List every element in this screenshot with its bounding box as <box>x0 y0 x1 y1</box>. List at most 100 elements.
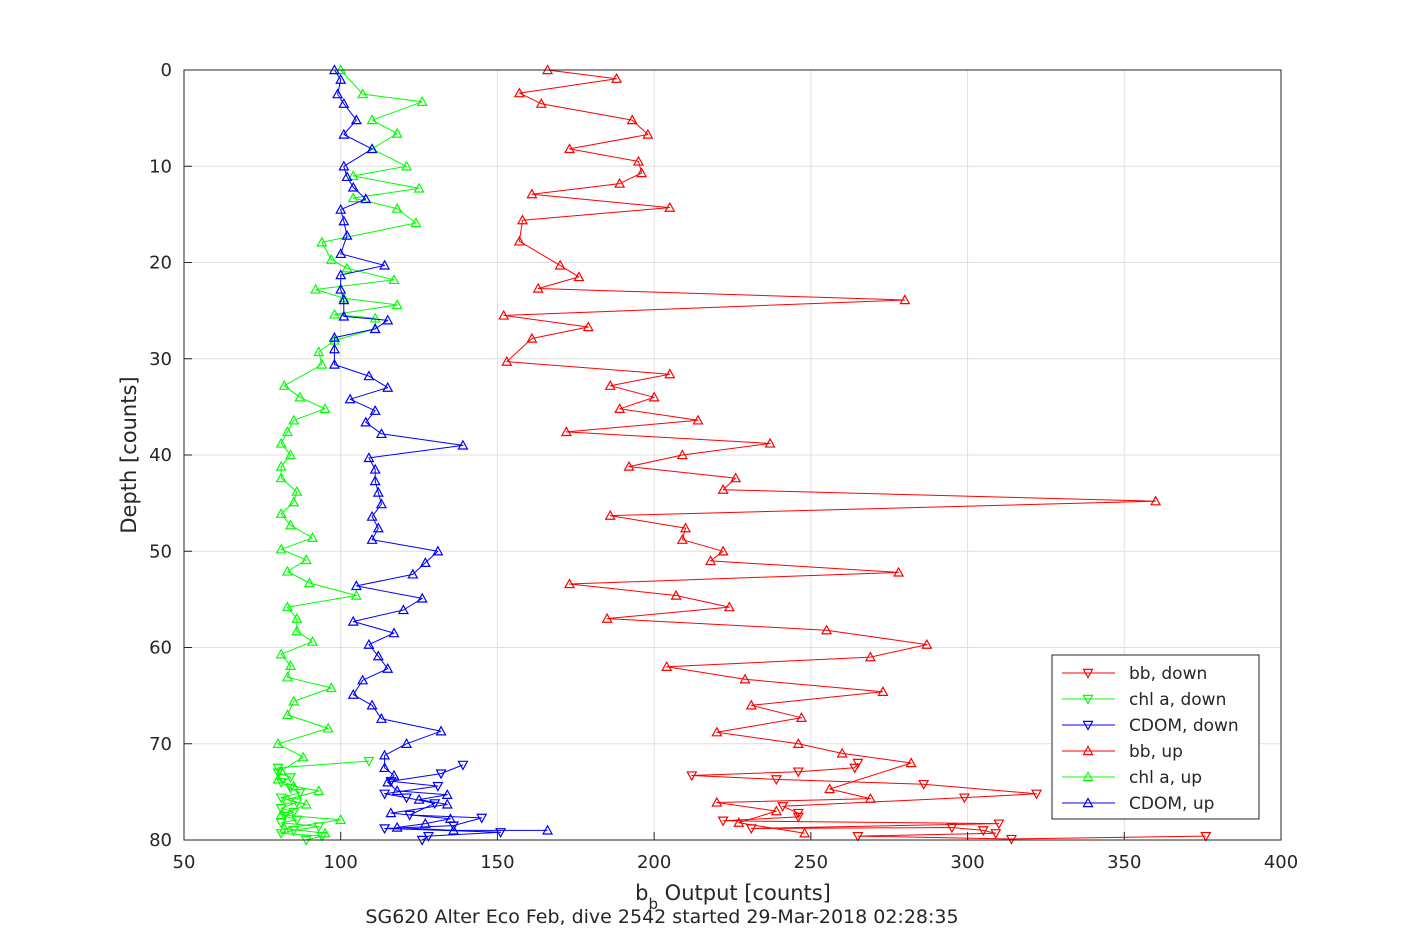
data-point-bb-up <box>636 167 648 178</box>
data-point-chl-a-up <box>401 160 413 171</box>
data-point-bb-up <box>626 114 638 125</box>
series-line-cdom-up <box>333 69 548 831</box>
data-point-chl-a-up <box>316 236 328 247</box>
y-tick-label: 70 <box>149 734 172 755</box>
x-tick-label: 150 <box>480 852 514 873</box>
data-point-bb-up <box>705 555 717 566</box>
data-point-chl-a-up <box>291 485 303 496</box>
data-point-cdom-up <box>382 381 394 392</box>
data-point-chl-a-up <box>306 532 319 542</box>
data-point-chl-a-up <box>319 827 331 838</box>
data-point-cdom-up <box>328 343 340 354</box>
data-point-bb-up <box>676 533 688 544</box>
data-point-bb-up <box>604 379 616 390</box>
tick-labels: 50 100 150 200 250 300 350 400 0 10 20 30 40 50 60 70 80 <box>149 60 1298 873</box>
data-point-cdom-up <box>363 370 375 381</box>
legend-label: bb, up <box>1129 742 1183 762</box>
data-point-cdom-up <box>372 486 384 497</box>
data-point-cdom-down <box>435 769 447 780</box>
data-point-chl-a-up <box>369 312 381 323</box>
data-point-bb-up <box>921 638 933 649</box>
data-point-chl-a-up <box>347 170 359 181</box>
data-point-cdom-down <box>476 813 488 824</box>
data-point-chl-a-up <box>291 612 303 623</box>
data-point-chl-a-up <box>275 764 287 775</box>
data-point-cdom-up <box>338 128 350 139</box>
data-point-cdom-up <box>372 522 384 533</box>
data-point-cdom-up <box>379 762 391 773</box>
legend-item-cdom-up: CDOM, up <box>1062 794 1214 814</box>
data-point-bb-up <box>604 509 616 520</box>
data-point-chl-a-up <box>325 253 337 264</box>
data-point-cdom-down <box>401 793 413 804</box>
data-point-bb-up <box>513 235 525 246</box>
data-point-chl-a-up <box>272 738 284 748</box>
data-point-cdom-up <box>347 688 359 699</box>
series-bb-down <box>686 758 1212 845</box>
data-point-bb-up <box>711 796 723 807</box>
data-point-chl-a-up <box>275 809 287 820</box>
data-point-bb-up <box>614 177 626 188</box>
data-point-bb-up <box>648 391 660 402</box>
data-point-cdom-up <box>407 568 419 579</box>
data-point-cdom-up <box>444 813 456 824</box>
data-point-cdom-up <box>369 404 381 415</box>
data-point-bb-up <box>573 271 585 282</box>
data-point-cdom-up <box>432 545 444 556</box>
x-tick-label: 400 <box>1264 852 1298 873</box>
y-tick-label: 0 <box>161 60 172 81</box>
data-point-bb-up <box>661 661 673 671</box>
data-point-chl-a-up <box>416 96 428 106</box>
data-point-cdom-down <box>495 828 507 839</box>
data-point-chl-a-up <box>306 635 319 646</box>
series-cdom-up <box>328 64 554 835</box>
data-point-chl-a-up <box>281 709 293 720</box>
data-point-cdom-up <box>335 269 347 280</box>
data-point-chl-a-up <box>328 308 340 319</box>
data-point-cdom-up <box>363 638 375 649</box>
data-point-chl-a-up <box>278 822 290 833</box>
data-point-chl-a-up <box>285 449 297 460</box>
data-point-cdom-up <box>338 97 350 108</box>
data-point-chl-a-up <box>347 192 359 203</box>
legend-label: CDOM, down <box>1129 716 1239 736</box>
data-point-bb-down <box>977 826 989 837</box>
data-point-bb-down <box>1005 834 1017 845</box>
legend-item-cdom-down: CDOM, down <box>1062 716 1239 736</box>
data-point-bb-down <box>849 763 861 774</box>
x-tick-label: 300 <box>950 852 984 873</box>
data-point-bb-up <box>799 827 811 838</box>
legend-label: chl a, down <box>1129 690 1226 710</box>
legend-swatch-marker <box>1082 771 1094 782</box>
series-chl-a-up <box>272 64 428 838</box>
data-point-chl-a-up <box>291 625 303 636</box>
y-tick-label: 80 <box>149 830 172 851</box>
data-point-cdom-up <box>382 314 394 325</box>
data-point-bb-up <box>770 805 782 816</box>
data-point-cdom-up <box>344 393 356 404</box>
data-point-cdom-up <box>419 817 431 828</box>
data-point-chl-a-up <box>275 543 287 554</box>
data-point-cdom-up <box>369 475 381 486</box>
data-point-bb-down <box>777 802 789 813</box>
data-point-cdom-up <box>441 798 453 809</box>
data-point-chl-a-up <box>413 182 425 193</box>
data-point-chl-a-up <box>335 814 347 824</box>
x-tick-label: 250 <box>794 852 828 873</box>
data-point-chl-a-up <box>410 217 422 228</box>
data-point-chl-a-up <box>366 114 378 125</box>
data-point-bb-up <box>535 97 547 108</box>
data-point-chl-a-up <box>281 793 293 804</box>
data-point-bb-down <box>686 771 698 782</box>
data-point-chl-a-up <box>313 346 325 357</box>
data-point-bb-down <box>1031 789 1043 800</box>
data-point-bb-up <box>821 624 833 635</box>
x-tick-label: 350 <box>1107 852 1141 873</box>
data-point-bb-up <box>730 472 742 483</box>
data-point-cdom-up <box>366 699 378 710</box>
data-point-cdom-up <box>338 160 350 171</box>
x-axis-label-rest: Output [counts] <box>658 881 831 905</box>
data-point-chl-a-up <box>288 496 300 507</box>
legend-swatch-marker <box>1082 668 1094 679</box>
data-point-chl-a-up <box>303 577 315 588</box>
